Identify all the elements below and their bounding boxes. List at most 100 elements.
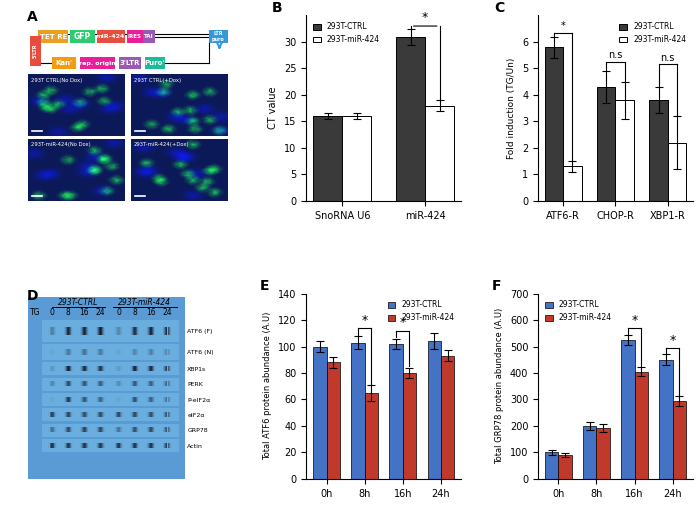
Text: 24: 24 xyxy=(96,307,106,317)
Text: TAI: TAI xyxy=(144,35,154,39)
Bar xyxy=(650,100,668,201)
Text: P-eIF2α: P-eIF2α xyxy=(187,398,211,403)
Text: 293T-miR-424(No Dox): 293T-miR-424(No Dox) xyxy=(31,143,91,147)
Y-axis label: Fold induction (TG/Un): Fold induction (TG/Un) xyxy=(508,58,517,159)
Bar xyxy=(428,341,441,479)
Bar xyxy=(145,57,165,69)
Bar xyxy=(314,116,342,201)
Text: TET RE: TET RE xyxy=(39,34,67,40)
Bar xyxy=(97,30,125,43)
Legend: 293T-CTRL, 293T-miR-424: 293T-CTRL, 293T-miR-424 xyxy=(384,297,457,325)
Text: 293T-miR-424(+Dox): 293T-miR-424(+Dox) xyxy=(134,143,190,147)
Bar xyxy=(668,143,686,201)
Bar xyxy=(425,106,454,201)
Text: 3'LTR: 3'LTR xyxy=(120,60,140,66)
Bar xyxy=(42,377,179,391)
Bar xyxy=(314,347,327,479)
Bar xyxy=(596,428,610,479)
Text: 293T CTRL(+Dox): 293T CTRL(+Dox) xyxy=(134,78,181,82)
Bar xyxy=(42,439,179,452)
Text: rep. origin: rep. origin xyxy=(79,61,116,66)
Bar xyxy=(621,340,634,479)
Bar xyxy=(545,47,564,201)
Bar xyxy=(42,344,179,360)
Legend: 293T-CTRL, 293T-miR-424: 293T-CTRL, 293T-miR-424 xyxy=(616,19,690,47)
Bar xyxy=(42,363,179,375)
Text: E: E xyxy=(260,279,270,293)
Text: miR-424: miR-424 xyxy=(96,35,125,39)
Text: 24: 24 xyxy=(162,307,172,317)
Text: GFP: GFP xyxy=(74,32,91,41)
Text: D: D xyxy=(27,289,38,303)
Bar xyxy=(389,344,402,479)
Bar xyxy=(559,455,572,479)
Bar xyxy=(30,36,41,65)
Text: 5'LTR: 5'LTR xyxy=(33,43,38,58)
Bar xyxy=(441,356,454,479)
Bar xyxy=(597,87,615,201)
Text: n.s: n.s xyxy=(608,50,623,60)
Text: 0: 0 xyxy=(116,307,121,317)
Bar xyxy=(70,30,94,43)
Text: ATF6 (N): ATF6 (N) xyxy=(187,350,214,355)
Bar xyxy=(42,424,179,437)
Bar xyxy=(42,393,179,406)
Text: 8: 8 xyxy=(132,307,137,317)
Bar xyxy=(143,30,155,43)
Text: n.s: n.s xyxy=(661,53,675,63)
Bar xyxy=(80,57,115,69)
Text: 293T CTRL(No Dox): 293T CTRL(No Dox) xyxy=(31,78,83,82)
Bar xyxy=(564,166,582,201)
Text: A: A xyxy=(27,10,38,24)
Text: 0: 0 xyxy=(50,307,55,317)
Bar xyxy=(127,30,143,43)
Text: eIF2α: eIF2α xyxy=(187,413,204,418)
Text: TG: TG xyxy=(30,307,41,317)
Text: 293T-CTRL: 293T-CTRL xyxy=(58,298,99,307)
Y-axis label: CT value: CT value xyxy=(269,87,279,129)
Y-axis label: Total GRP78 protein abundance (A.U): Total GRP78 protein abundance (A.U) xyxy=(495,308,504,465)
Bar xyxy=(119,57,141,69)
Bar xyxy=(365,393,378,479)
Bar xyxy=(52,57,76,69)
Bar xyxy=(402,373,416,479)
Bar xyxy=(28,297,186,479)
Bar xyxy=(583,426,596,479)
Bar xyxy=(615,100,634,201)
Bar xyxy=(659,360,673,479)
Text: Kan': Kan' xyxy=(56,60,73,66)
Bar xyxy=(209,30,228,43)
Text: C: C xyxy=(495,1,505,14)
Text: Puro': Puro' xyxy=(145,60,165,66)
Text: 16: 16 xyxy=(80,307,89,317)
Y-axis label: Total ATF6 protein abundance (A.U): Total ATF6 protein abundance (A.U) xyxy=(263,312,272,460)
Text: LTR
puro: LTR puro xyxy=(212,31,225,42)
Text: PERK: PERK xyxy=(187,382,203,387)
Bar xyxy=(327,363,340,479)
Bar xyxy=(42,408,179,421)
Text: *: * xyxy=(362,314,368,327)
Text: B: B xyxy=(272,1,283,14)
Legend: 293T-CTRL, 293T-miR-424: 293T-CTRL, 293T-miR-424 xyxy=(542,297,615,325)
Text: Actin: Actin xyxy=(187,444,203,449)
Text: GRP78: GRP78 xyxy=(187,428,208,433)
Text: *: * xyxy=(422,11,428,24)
Text: 16: 16 xyxy=(146,307,155,317)
Bar xyxy=(351,342,365,479)
Text: F: F xyxy=(491,279,501,293)
Bar xyxy=(342,116,371,201)
Text: 8: 8 xyxy=(66,307,71,317)
Text: *: * xyxy=(400,316,406,329)
Bar xyxy=(396,37,425,201)
Bar xyxy=(545,453,559,479)
Bar xyxy=(42,320,179,342)
Bar xyxy=(38,30,69,43)
Text: IRES: IRES xyxy=(128,35,142,39)
Text: *: * xyxy=(561,21,566,31)
Text: *: * xyxy=(669,334,675,347)
Text: 293T-miR-424: 293T-miR-424 xyxy=(118,298,172,307)
Legend: 293T-CTRL, 293T-miR-424: 293T-CTRL, 293T-miR-424 xyxy=(310,19,383,47)
Text: ATF6 (F): ATF6 (F) xyxy=(187,329,213,334)
Text: XBP1s: XBP1s xyxy=(187,367,206,372)
Bar xyxy=(634,372,648,479)
